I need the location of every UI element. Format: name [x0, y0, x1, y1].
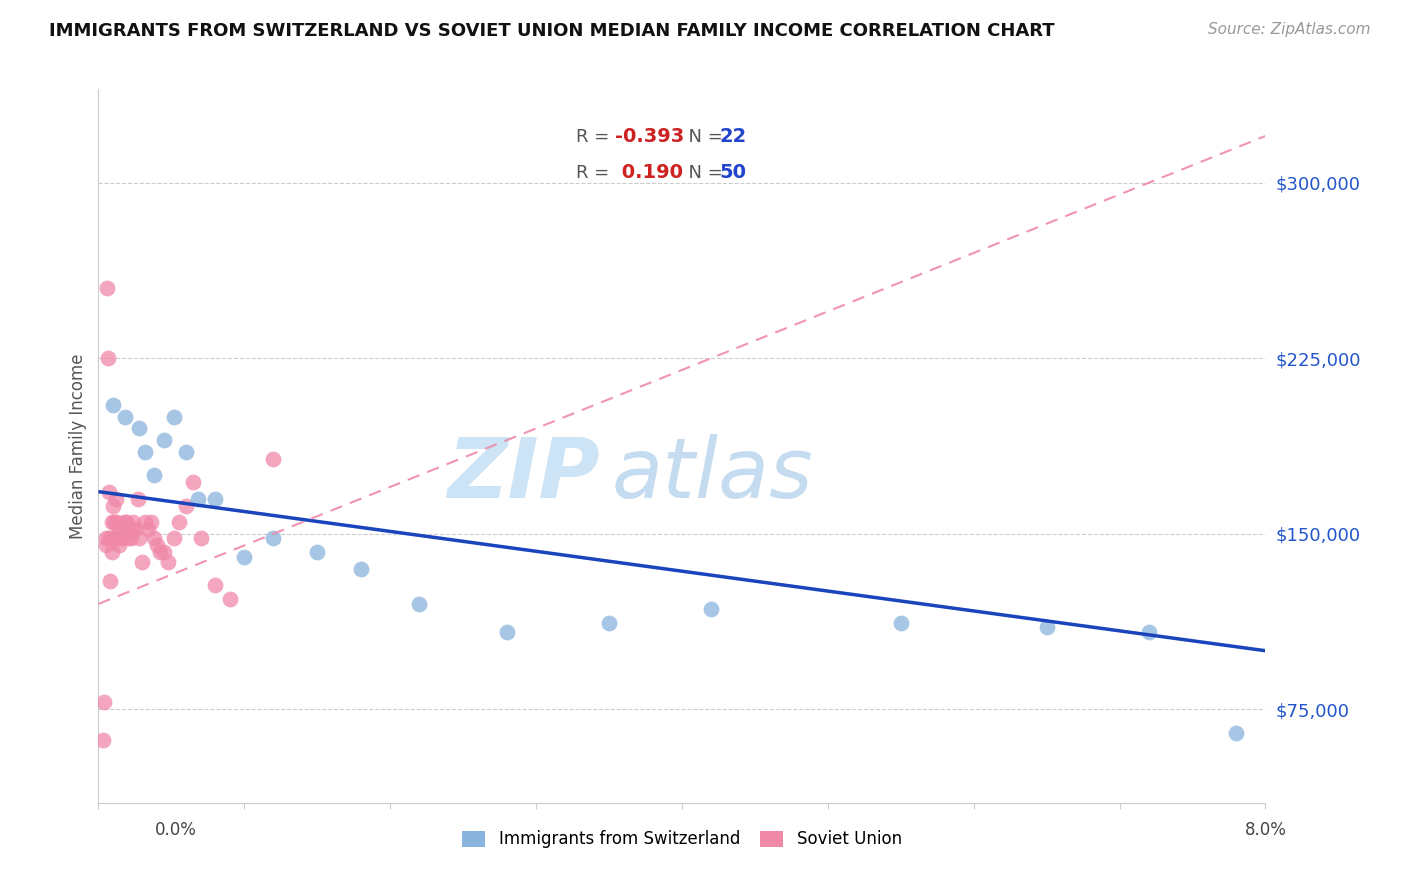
Point: [408, 597, 430, 611]
Point: [142, 468, 165, 483]
Point: [120, 532, 142, 546]
Text: 50: 50: [720, 163, 747, 182]
Text: N =: N =: [678, 128, 728, 146]
Text: N =: N =: [678, 163, 728, 181]
Legend: Immigrants from Switzerland, Soviet Union: Immigrants from Switzerland, Soviet Unio…: [456, 824, 908, 855]
Point: [142, 532, 165, 546]
Text: R =: R =: [576, 128, 614, 146]
Y-axis label: Median Family Income: Median Family Income: [69, 353, 87, 539]
Point: [96, 538, 118, 552]
Point: [700, 601, 723, 615]
Text: 0.0%: 0.0%: [155, 821, 197, 838]
Point: [98, 574, 121, 588]
Point: [101, 515, 124, 529]
Point: [128, 421, 150, 435]
Point: [108, 538, 131, 552]
Point: [131, 555, 153, 569]
Point: [112, 522, 135, 536]
Point: [127, 491, 149, 506]
Point: [103, 515, 125, 529]
Point: [134, 445, 156, 459]
Point: [134, 515, 156, 529]
Point: [1225, 725, 1247, 739]
Point: [97, 484, 120, 499]
Point: [136, 522, 159, 536]
Point: [1035, 620, 1057, 634]
Text: 22: 22: [720, 128, 747, 146]
Text: ZIP: ZIP: [447, 434, 600, 515]
Point: [157, 555, 180, 569]
Point: [187, 491, 209, 506]
Point: [350, 562, 373, 576]
Point: [115, 515, 138, 529]
Point: [146, 538, 169, 552]
Point: [104, 491, 127, 506]
Point: [91, 732, 114, 747]
Point: [101, 398, 124, 412]
Point: [122, 515, 145, 529]
Point: [121, 522, 143, 536]
Point: [100, 545, 122, 559]
Point: [104, 532, 127, 546]
Point: [93, 695, 115, 709]
Point: [149, 545, 172, 559]
Point: [163, 409, 186, 424]
Point: [307, 545, 329, 559]
Point: [105, 515, 128, 529]
Point: [96, 281, 118, 295]
Point: [233, 550, 256, 565]
Text: Source: ZipAtlas.com: Source: ZipAtlas.com: [1208, 22, 1371, 37]
Point: [496, 625, 519, 640]
Point: [153, 433, 176, 447]
Point: [174, 499, 197, 513]
Point: [94, 532, 117, 546]
Point: [101, 499, 124, 513]
Point: [204, 578, 226, 592]
Point: [190, 532, 212, 546]
Point: [114, 409, 136, 424]
Text: atlas: atlas: [612, 434, 814, 515]
Point: [105, 532, 128, 546]
Point: [114, 515, 136, 529]
Point: [128, 532, 150, 546]
Point: [103, 532, 125, 546]
Point: [598, 615, 620, 630]
Point: [1137, 625, 1160, 640]
Point: [139, 515, 162, 529]
Point: [118, 522, 141, 536]
Point: [98, 532, 121, 546]
Point: [100, 532, 122, 546]
Point: [181, 475, 204, 490]
Text: IMMIGRANTS FROM SWITZERLAND VS SOVIET UNION MEDIAN FAMILY INCOME CORRELATION CHA: IMMIGRANTS FROM SWITZERLAND VS SOVIET UN…: [49, 22, 1054, 40]
Point: [153, 545, 176, 559]
Point: [97, 351, 120, 366]
Point: [163, 532, 186, 546]
Text: 8.0%: 8.0%: [1244, 821, 1286, 838]
Point: [218, 592, 240, 607]
Point: [110, 522, 132, 536]
Point: [174, 445, 197, 459]
Point: [111, 532, 134, 546]
Point: [204, 491, 226, 506]
Point: [890, 615, 912, 630]
Text: 0.190: 0.190: [616, 163, 683, 182]
Text: R =: R =: [576, 163, 614, 181]
Point: [117, 532, 139, 546]
Point: [167, 515, 190, 529]
Text: -0.393: -0.393: [616, 128, 685, 146]
Point: [262, 451, 284, 466]
Point: [124, 522, 146, 536]
Point: [262, 532, 284, 546]
